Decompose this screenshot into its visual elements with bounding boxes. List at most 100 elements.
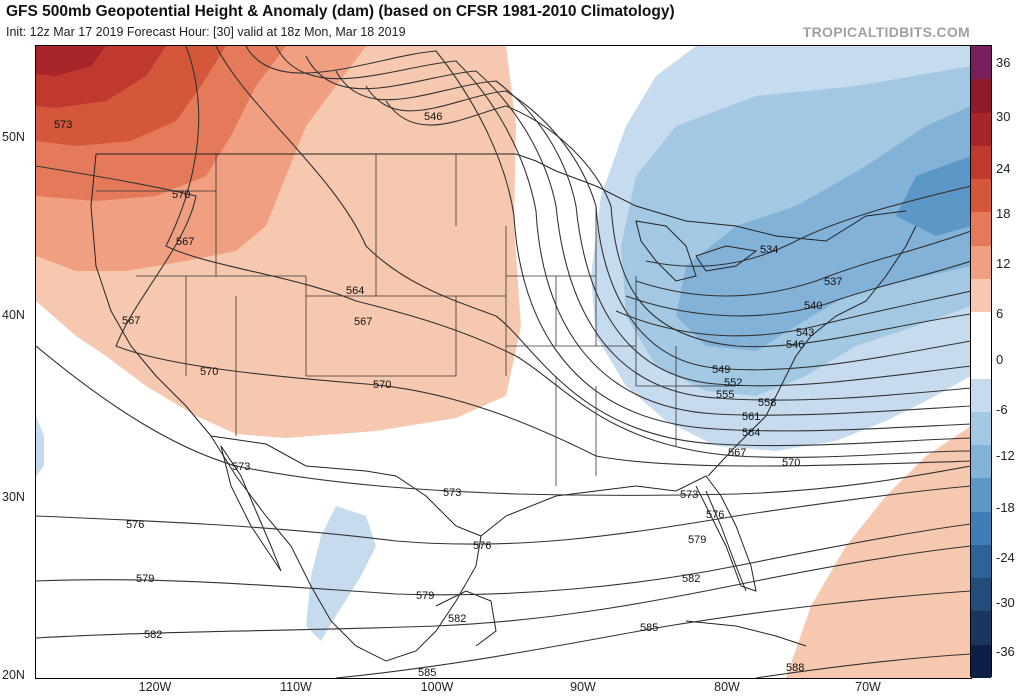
contour-label: 543	[796, 327, 814, 339]
contour-label: 567	[354, 316, 372, 328]
colorbar-segment	[971, 212, 991, 246]
pacific-negative-area	[36, 416, 44, 476]
contour-546	[385, 100, 971, 348]
colorbar-segment	[971, 79, 991, 113]
colorbar-segment	[971, 544, 991, 578]
contour-label: 573	[232, 461, 250, 473]
anomaly-colorbar	[970, 45, 992, 678]
colorbar-tick-label: 36	[996, 55, 1011, 70]
contour-555	[305, 55, 971, 401]
colorbar-segment	[971, 511, 991, 545]
contour-label: 573	[443, 487, 461, 499]
colorbar-segment	[971, 278, 991, 312]
lat-label-20n: 20N	[2, 668, 25, 682]
contour-label: 576	[706, 509, 724, 521]
contour-label: 573	[54, 119, 72, 131]
colorbar-segment	[971, 478, 991, 512]
site-credit: TROPICALTIDBITS.COM	[802, 24, 970, 40]
contour-label: 567	[176, 236, 194, 248]
anomaly-minus24-area	[896, 156, 971, 236]
contour-534	[645, 185, 971, 267]
lat-label-30n: 30N	[2, 490, 25, 504]
lon-label-70w: 70W	[855, 680, 881, 694]
contour-549	[365, 85, 971, 371]
contour-label: 585	[418, 667, 436, 678]
contour-label: 570	[200, 366, 218, 378]
contour-label: 570	[172, 189, 190, 201]
colorbar-segment	[971, 644, 991, 678]
contour-label: 558	[758, 397, 776, 409]
contour-label: 534	[760, 244, 778, 256]
colorbar-tick-label: 0	[996, 352, 1004, 367]
map-panel: 534 537 540 543 546 546 549 552 555 558 …	[35, 45, 972, 679]
anomaly-30-area	[36, 46, 106, 76]
map-subtitle: Init: 12z Mar 17 2019 Forecast Hour: [30…	[6, 25, 406, 39]
contour-label: 582	[448, 613, 466, 625]
mexico-coast	[210, 435, 482, 662]
contour-label: 588	[786, 662, 804, 674]
us-canada-border	[96, 153, 907, 242]
contour-582	[36, 545, 971, 639]
contour-label: 573	[680, 489, 698, 501]
contour-label: 579	[416, 590, 434, 602]
contour-537	[635, 230, 971, 297]
colorbar-segment	[971, 611, 991, 645]
lon-label-90w: 90W	[570, 680, 596, 694]
contour-label: 576	[473, 540, 491, 552]
contour-label: 570	[373, 379, 391, 391]
contour-561	[245, 46, 971, 432]
colorbar-tick-label: -24	[996, 550, 1015, 565]
contour-label: 546	[786, 339, 804, 351]
colorbar-tick-label: -18	[996, 500, 1015, 515]
yucatan	[435, 590, 497, 647]
colorbar-tick-label: -30	[996, 595, 1015, 610]
colorbar-tick-label: 6	[996, 306, 1004, 321]
lon-label-120w: 120W	[138, 680, 172, 694]
east-coast	[707, 225, 917, 477]
colorbar-segment	[971, 445, 991, 479]
contour-label: 552	[724, 377, 742, 389]
colorbar-segment	[971, 245, 991, 279]
colorbar-tick-label: 30	[996, 109, 1011, 124]
contour-564	[215, 46, 971, 447]
colorbar-segment	[971, 112, 991, 146]
contour-label: 582	[144, 629, 162, 641]
colorbar-tick-label: -12	[996, 448, 1015, 463]
contour-label: 582	[682, 573, 700, 585]
contour-label: 570	[782, 457, 800, 469]
contour-label: 579	[136, 573, 154, 585]
cuba	[685, 620, 807, 647]
contour-558	[275, 46, 971, 416]
us-mexico-border	[210, 435, 482, 537]
contour-570	[36, 165, 971, 467]
contour-label: 540	[804, 300, 822, 312]
lon-label-80w: 80W	[714, 680, 740, 694]
colorbar-segment	[971, 312, 991, 346]
colorbar-segment	[971, 578, 991, 612]
lon-label-110w: 110W	[280, 680, 312, 694]
lat-label-40n: 40N	[2, 308, 25, 322]
contour-label: 549	[712, 364, 730, 376]
contour-585	[335, 590, 971, 678]
contour-label: 537	[824, 276, 842, 288]
contour-label: 561	[742, 411, 760, 423]
florida	[705, 490, 747, 592]
colorbar-tick-label: -36	[996, 644, 1015, 659]
contour-labels: 534 537 540 543 546 546 549 552 555 558 …	[54, 111, 842, 678]
geopotential-map: 534 537 540 543 546 546 549 552 555 558 …	[36, 46, 971, 678]
geography-outlines	[90, 153, 917, 662]
colorbar-segment	[971, 345, 991, 379]
baja-peninsula	[220, 445, 282, 572]
gulf-coast	[480, 475, 757, 592]
contour-552	[335, 70, 971, 387]
atlantic-positive-area	[786, 426, 971, 678]
contour-label: 564	[742, 427, 760, 439]
contour-567	[165, 46, 971, 458]
us-west-coast	[90, 153, 212, 437]
contour-540	[625, 260, 971, 317]
contour-label: 579	[688, 534, 706, 546]
colorbar-segment	[971, 46, 991, 80]
colorbar-tick-label: -6	[996, 402, 1008, 417]
contour-573	[36, 345, 971, 497]
lon-label-100w: 100W	[420, 680, 454, 694]
